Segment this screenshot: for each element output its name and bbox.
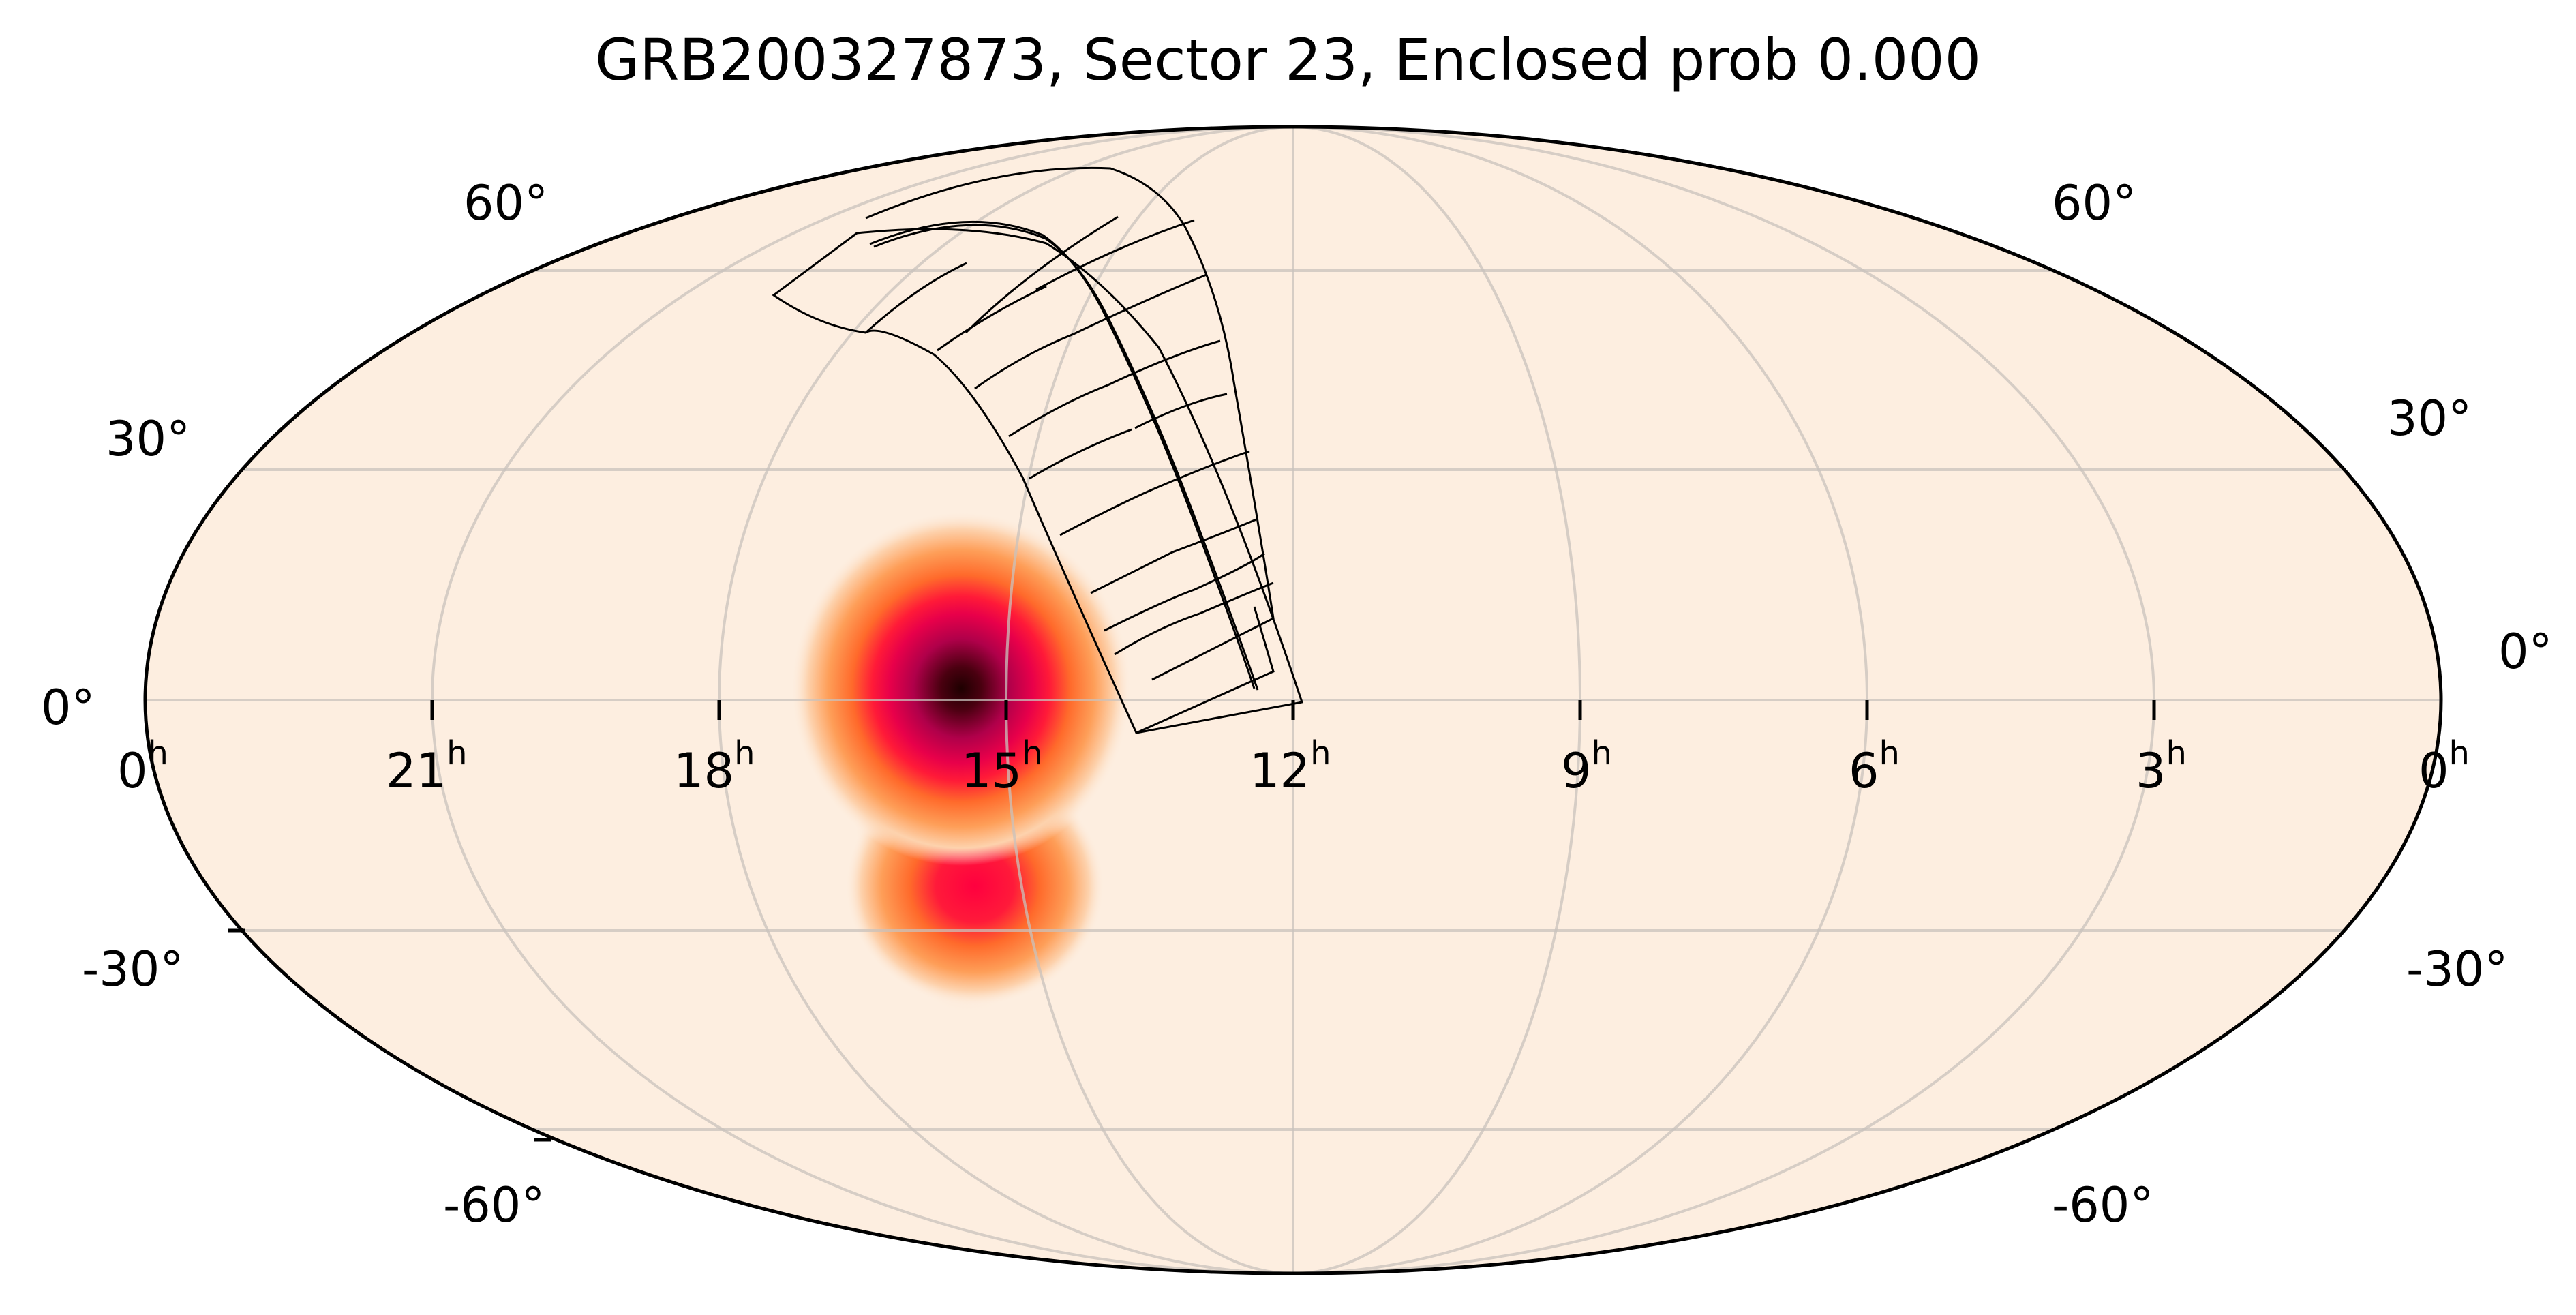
ra-label-9h: 9h [1561,734,1612,799]
dec-label-left-30: 30° [106,411,190,467]
dec-label-left-neg30: -30° [82,941,183,997]
ra-label-15h: 15h [961,734,1043,799]
dec-label-left-neg60: -60° [443,1177,545,1233]
dec-label-right-30: 30° [2387,391,2472,447]
ra-label-3h: 3h [2136,734,2187,799]
ra-label-6h: 6h [1849,734,1900,799]
dec-label-right-neg30: -30° [2406,941,2508,997]
dec-labels-right: 60° 30° 0° -30° -60° [2052,175,2553,1233]
ra-label-18h: 18h [673,734,755,799]
ra-ticks [228,700,2156,1142]
chart-title: GRB200327873, Sector 23, Enclosed prob 0… [594,27,1982,93]
dec-label-right-0: 0° [2498,624,2553,680]
dec-label-right-60: 60° [2052,175,2136,231]
sky-outline [143,125,2443,1275]
dec-labels-left: 60° 30° 0° -30° -60° [41,175,548,1233]
ra-label-21h: 21h [386,734,468,799]
ra-label-12h: 12h [1249,734,1331,799]
ra-label-0h-right: 0h [2419,734,2470,799]
dec-label-left-60: 60° [464,175,548,231]
dec-label-left-0: 0° [41,680,95,736]
ra-label-0h-left: 0h [117,734,168,799]
dec-label-right-neg60: -60° [2052,1177,2153,1233]
tess-footprint [772,166,1303,734]
ra-labels: 0h 21h 18h 15h 12h 9h 6h 3h 0h [117,734,2470,799]
